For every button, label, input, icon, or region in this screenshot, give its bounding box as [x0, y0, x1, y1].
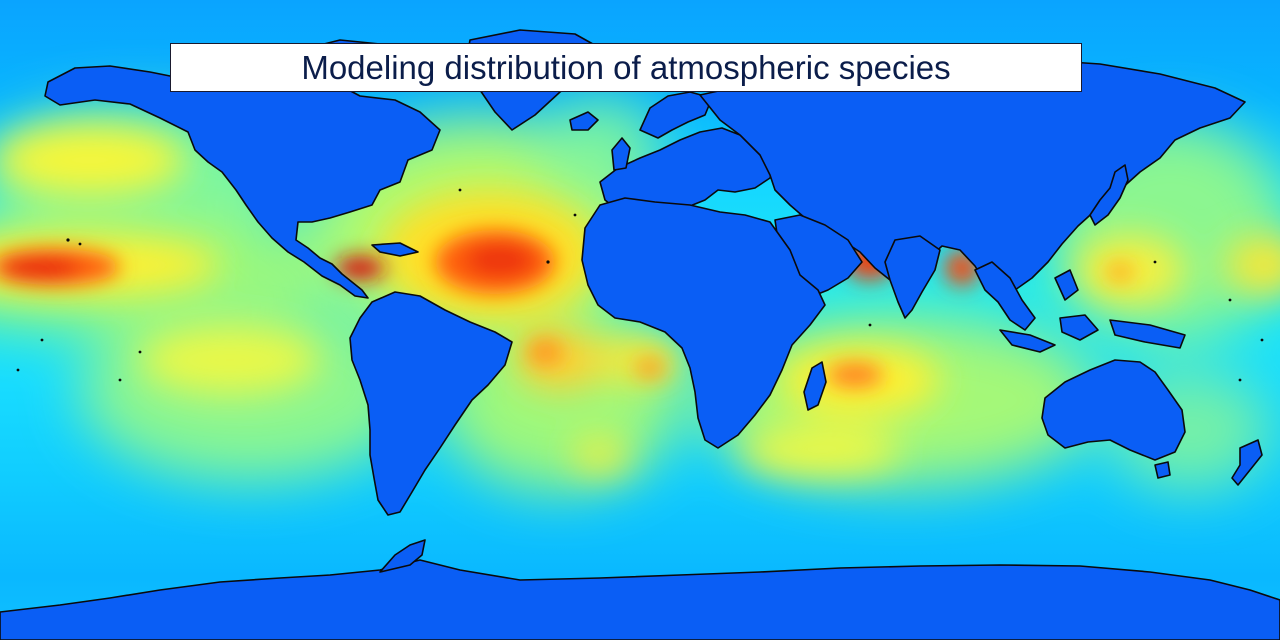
landmass-madagascar — [803, 361, 827, 411]
landmass-india — [884, 235, 941, 319]
landmass-japan — [1089, 164, 1129, 226]
title-banner: Modeling distribution of atmospheric spe… — [170, 43, 1082, 92]
small-islands — [16, 188, 1264, 382]
landmass-africa — [581, 197, 826, 449]
landmass-australia — [1041, 359, 1186, 461]
map-title: Modeling distribution of atmospheric spe… — [301, 48, 951, 86]
landmass-new-zealand — [1231, 439, 1263, 486]
land-masses — [0, 29, 1280, 640]
landmass-south-america — [349, 291, 513, 516]
landmass-antarctica — [0, 559, 1280, 640]
landmass-british-isles — [611, 137, 631, 171]
landmass-southeast-asia — [974, 261, 1036, 331]
landmass-indonesia — [999, 329, 1056, 353]
